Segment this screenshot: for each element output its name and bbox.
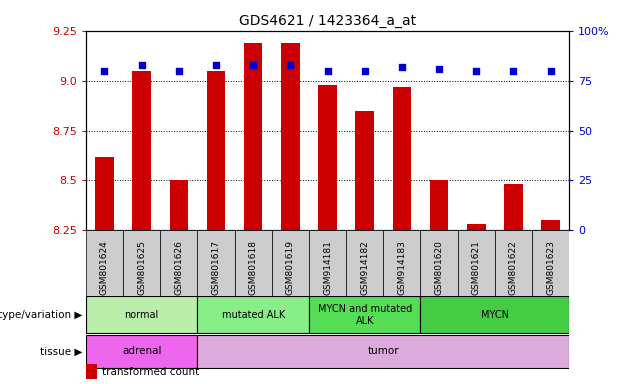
Point xyxy=(434,66,444,72)
Text: transformed count: transformed count xyxy=(102,367,199,377)
Point xyxy=(211,61,221,68)
Text: GSM801625: GSM801625 xyxy=(137,240,146,295)
Bar xyxy=(309,296,420,333)
Text: GSM801620: GSM801620 xyxy=(434,240,443,295)
Bar xyxy=(197,335,569,368)
Text: GSM914181: GSM914181 xyxy=(323,240,332,295)
Bar xyxy=(495,230,532,296)
Bar xyxy=(318,84,337,230)
Bar xyxy=(160,230,197,296)
Point xyxy=(359,68,370,74)
Point xyxy=(471,68,481,74)
Text: MYCN: MYCN xyxy=(481,310,509,320)
Bar xyxy=(86,335,197,368)
Text: GSM801617: GSM801617 xyxy=(212,240,221,295)
Bar xyxy=(430,180,448,230)
Text: GSM801619: GSM801619 xyxy=(286,240,295,295)
Text: GSM801618: GSM801618 xyxy=(249,240,258,295)
Bar xyxy=(86,296,197,333)
Text: GSM801623: GSM801623 xyxy=(546,240,555,295)
Point xyxy=(137,61,147,68)
Bar xyxy=(384,230,420,296)
Bar xyxy=(356,111,374,230)
Text: GSM801621: GSM801621 xyxy=(472,240,481,295)
Bar xyxy=(197,230,235,296)
Point xyxy=(174,68,184,74)
Bar xyxy=(420,296,569,333)
Text: GSM801626: GSM801626 xyxy=(174,240,183,295)
Bar xyxy=(504,184,523,230)
Point xyxy=(397,64,407,70)
Point xyxy=(508,68,518,74)
Point xyxy=(322,68,333,74)
Bar xyxy=(281,43,300,230)
Point xyxy=(248,61,258,68)
Bar xyxy=(346,230,384,296)
Text: GSM914183: GSM914183 xyxy=(398,240,406,295)
Bar xyxy=(244,43,263,230)
Text: normal: normal xyxy=(125,310,159,320)
Text: genotype/variation ▶: genotype/variation ▶ xyxy=(0,310,83,320)
Title: GDS4621 / 1423364_a_at: GDS4621 / 1423364_a_at xyxy=(239,14,416,28)
Bar xyxy=(86,230,123,296)
Bar xyxy=(95,157,114,230)
Text: tumor: tumor xyxy=(368,346,399,356)
Text: MYCN and mutated
ALK: MYCN and mutated ALK xyxy=(317,304,412,326)
Bar xyxy=(309,230,346,296)
Text: mutated ALK: mutated ALK xyxy=(221,310,285,320)
Text: GSM801622: GSM801622 xyxy=(509,240,518,295)
Bar xyxy=(123,230,160,296)
Bar xyxy=(170,180,188,230)
Text: tissue ▶: tissue ▶ xyxy=(40,346,83,356)
Bar xyxy=(467,224,485,230)
Point xyxy=(286,61,296,68)
Text: adrenal: adrenal xyxy=(122,346,162,356)
Bar xyxy=(207,71,225,230)
Text: GSM801624: GSM801624 xyxy=(100,240,109,295)
Bar xyxy=(532,230,569,296)
Bar xyxy=(272,230,309,296)
Bar xyxy=(458,230,495,296)
Bar xyxy=(392,87,411,230)
Bar xyxy=(132,71,151,230)
Text: GSM914182: GSM914182 xyxy=(360,240,370,295)
Bar xyxy=(541,220,560,230)
Bar xyxy=(235,230,272,296)
Point xyxy=(546,68,556,74)
Point xyxy=(99,68,109,74)
Bar xyxy=(420,230,458,296)
Bar xyxy=(197,296,309,333)
